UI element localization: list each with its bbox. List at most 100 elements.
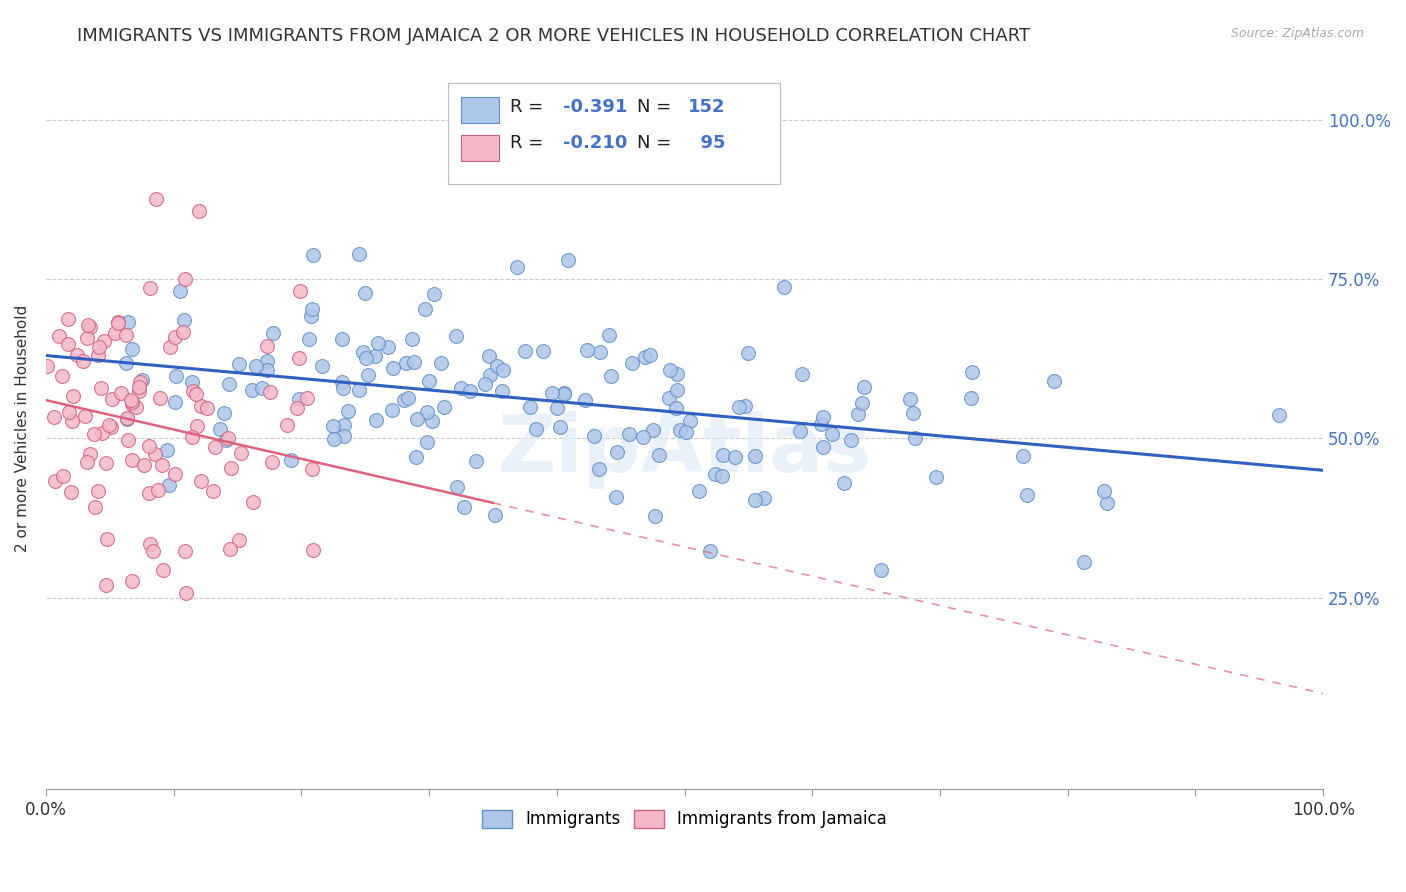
Point (446, 479, 468, 493)
Point (790, 367, 813, 381)
Point (557, 253, 579, 268)
Point (851, 396, 873, 410)
Point (711, 448, 734, 462)
Point (121, 395, 143, 409)
Point (724, 450, 747, 465)
Point (44, 475, 66, 489)
Point (352, 345, 374, 359)
Point (58, 312, 80, 326)
Point (574, 392, 596, 407)
Point (256, 362, 278, 376)
Point (184, 386, 207, 401)
Point (364, 349, 387, 363)
Point (416, 435, 439, 450)
Point (404, 355, 426, 369)
Point (75, 409, 97, 423)
Point (960, 365, 983, 379)
Point (810, 417, 832, 432)
Point (297, 392, 319, 406)
Point (1012, 450, 1035, 464)
Point (62, 389, 84, 403)
Point (91, 425, 114, 440)
Point (553, 387, 575, 401)
Point (330, 376, 353, 390)
Point (83, 427, 105, 442)
Point (52, 468, 75, 483)
Point (150, 458, 173, 473)
Point (159, 341, 181, 355)
Point (665, 383, 688, 397)
Point (115, 412, 138, 426)
Point (418, 374, 440, 388)
Point (87, 341, 110, 355)
Point (149, 391, 172, 405)
Text: N =: N = (637, 98, 678, 116)
Point (202, 484, 225, 499)
Text: ZipAtlas: ZipAtlas (498, 411, 872, 490)
Point (392, 393, 415, 408)
Point (433, 400, 456, 414)
Point (479, 368, 502, 382)
Point (242, 384, 264, 398)
Point (546, 401, 568, 415)
Point (129, 375, 152, 389)
Point (679, 414, 702, 428)
Point (181, 376, 204, 390)
Point (218, 377, 240, 392)
Point (172, 325, 194, 339)
Text: N =: N = (637, 135, 678, 153)
Point (589, 344, 612, 359)
Point (245, 359, 267, 373)
Point (444, 329, 467, 343)
Point (188, 203, 211, 218)
Point (120, 393, 142, 408)
Point (145, 447, 167, 461)
Point (744, 492, 766, 507)
Point (405, 412, 427, 426)
Point (219, 460, 242, 475)
Point (752, 491, 775, 505)
Point (789, 424, 811, 438)
Point (212, 406, 235, 420)
Point (173, 544, 195, 558)
Point (79, 447, 101, 461)
Point (367, 335, 389, 350)
Point (484, 508, 506, 522)
Point (531, 343, 554, 358)
Point (478, 349, 501, 363)
Point (72, 354, 94, 368)
Point (121, 397, 143, 411)
Point (675, 425, 697, 439)
Point (208, 422, 231, 436)
Point (666, 367, 689, 381)
Text: R =: R = (509, 135, 548, 153)
Point (93, 334, 115, 348)
Point (336, 404, 359, 418)
Point (165, 368, 187, 383)
Point (252, 381, 274, 395)
Point (548, 419, 571, 434)
Point (219, 541, 242, 556)
Point (76, 318, 98, 332)
Point (110, 385, 132, 400)
Point (58, 405, 80, 419)
Point (228, 533, 250, 548)
Point (121, 453, 143, 467)
Point (423, 287, 446, 301)
Point (131, 373, 153, 387)
Point (605, 490, 627, 504)
Point (641, 424, 664, 438)
Point (96, 533, 118, 547)
Point (107, 316, 129, 330)
FancyBboxPatch shape (449, 83, 780, 184)
Point (107, 315, 129, 329)
Point (413, 301, 436, 316)
Point (190, 474, 212, 488)
Point (128, 380, 150, 394)
Point (354, 286, 377, 301)
Point (94, 457, 117, 471)
Point (180, 430, 202, 444)
Point (121, 574, 143, 588)
Point (821, 427, 844, 442)
Point (139, 281, 162, 295)
